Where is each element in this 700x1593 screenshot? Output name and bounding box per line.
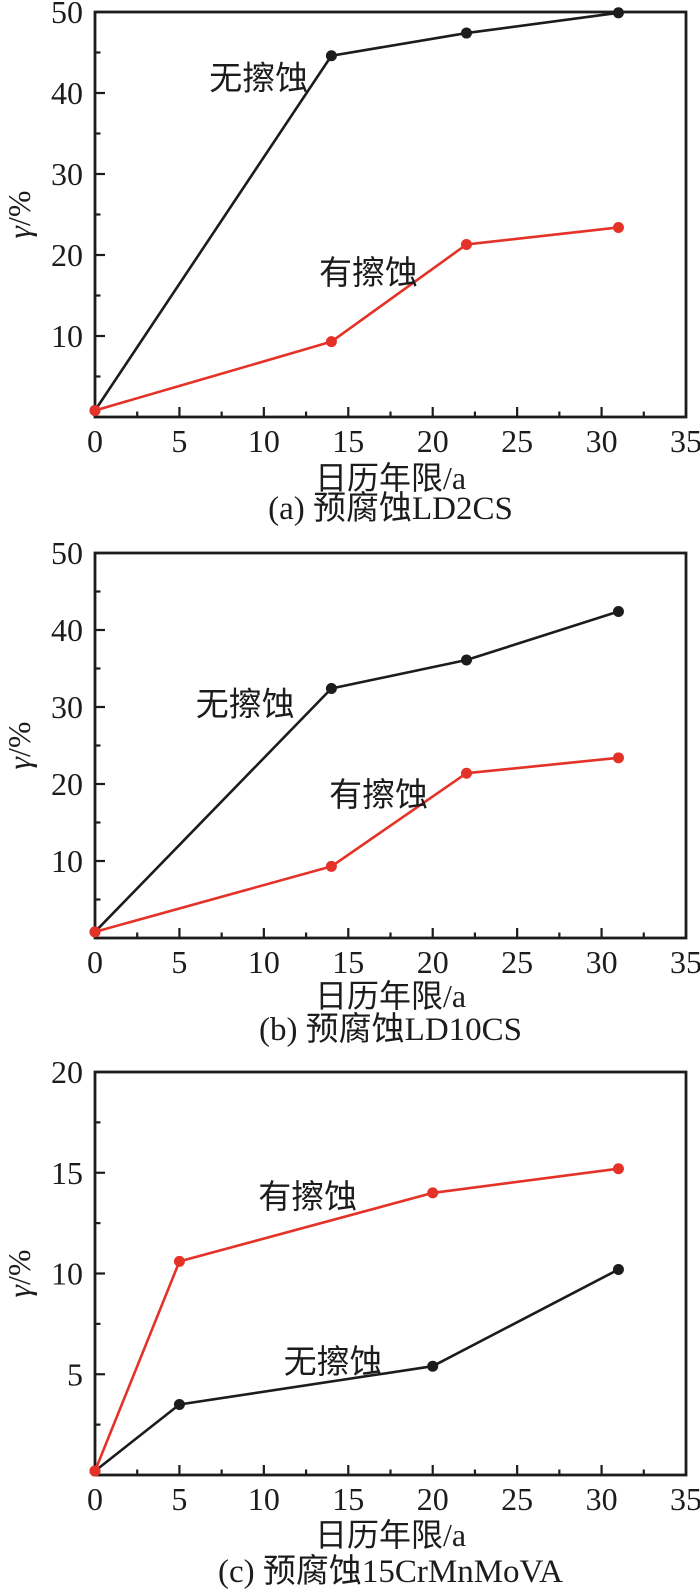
- y-tick-label: 20: [51, 1054, 83, 1090]
- y-tick-label: 50: [51, 535, 83, 571]
- series-no-erosion-line: [93, 11, 620, 412]
- x-tick-label: 35: [670, 1481, 700, 1517]
- plot-frame: [93, 10, 688, 419]
- plot-frame: [93, 1070, 688, 1477]
- x-tick-label: 5: [171, 944, 187, 980]
- series-no-erosion-point: [325, 50, 337, 62]
- series-label: 无擦蚀: [284, 1344, 383, 1381]
- series-label: 有擦蚀: [258, 1179, 357, 1216]
- series-erosion-point: [460, 767, 472, 779]
- x-tick-label: 5: [171, 1481, 187, 1517]
- x-tick-label: 0: [87, 423, 103, 459]
- x-tick-label: 10: [248, 1481, 280, 1517]
- series-erosion-line: [93, 226, 620, 412]
- chart-a-section: 0 5 10 15 20 25 30 35 10 20 30 40 50 γ/% 日历年限/a 无擦蚀有擦蚀 (…: [0, 0, 700, 530]
- y-tick-label: 10: [51, 843, 83, 879]
- y-tick-label: 20: [51, 766, 83, 802]
- series-no-erosion-point: [612, 1263, 624, 1275]
- x-axis-title: 日历年限/a: [315, 1517, 466, 1553]
- x-tick-label: 0: [87, 944, 103, 980]
- y-tick-label: 5: [67, 1356, 83, 1392]
- y-axis-title: γ/%: [1, 721, 37, 769]
- y-tick-label: 50: [51, 0, 83, 30]
- y-tick-label: 30: [51, 689, 83, 725]
- y-tick-label: 15: [51, 1155, 83, 1191]
- chart-caption: (b) 预腐蚀LD10CS: [259, 1011, 522, 1048]
- series-no-erosion-line: [93, 1268, 620, 1473]
- x-tick-label: 5: [171, 423, 187, 459]
- series-erosion-point: [89, 1465, 101, 1477]
- y-tick-label: 40: [51, 612, 83, 648]
- x-axis-title: 日历年限/a: [315, 460, 466, 496]
- x-axis-title: 日历年限/a: [315, 978, 466, 1014]
- x-tick-label: 25: [501, 944, 533, 980]
- x-tick-label: 10: [248, 423, 280, 459]
- series-erosion-point: [173, 1255, 185, 1267]
- x-tick-label: 15: [332, 423, 364, 459]
- x-tick-label: 0: [87, 1481, 103, 1517]
- x-tick-label: 20: [417, 423, 449, 459]
- chart-c-section: 0 5 10 15 20 25 30 35 5 10 15 20 γ/% 日历年限/a 有擦蚀无擦蚀 (c) …: [0, 1048, 700, 1593]
- series-erosion-point: [325, 860, 337, 872]
- series-erosion-point: [325, 336, 337, 348]
- series-no-erosion-point: [460, 654, 472, 666]
- x-tick-label: 30: [586, 944, 618, 980]
- series-no-erosion-point: [612, 606, 624, 618]
- y-tick-label: 10: [51, 318, 83, 354]
- series-no-erosion-point: [173, 1398, 185, 1410]
- series-no-erosion-point: [325, 683, 337, 695]
- chart-caption: (a) 预腐蚀LD2CS: [268, 490, 513, 527]
- series-erosion-line: [93, 1167, 620, 1473]
- y-tick-label: 10: [51, 1256, 83, 1292]
- series-no-erosion-point: [612, 7, 624, 19]
- x-tick-label: 15: [332, 944, 364, 980]
- y-tick-label: 30: [51, 156, 83, 192]
- series-erosion-point: [460, 238, 472, 250]
- y-tick-label: 40: [51, 75, 83, 111]
- series-label: 有擦蚀: [329, 777, 428, 814]
- series-erosion-point: [427, 1187, 439, 1199]
- series-no-erosion-point: [427, 1360, 439, 1372]
- x-tick-label: 35: [670, 944, 700, 980]
- chart-caption: (c) 预腐蚀15CrMnMoVA: [218, 1553, 563, 1590]
- chart-b-section: 0 5 10 15 20 25 30 35 10 20 30 40 50 γ/% 日历年限/a 无擦蚀有擦蚀 (…: [0, 530, 700, 1048]
- x-tick-label: 30: [586, 423, 618, 459]
- series-no-erosion-point: [460, 27, 472, 39]
- y-axis-title: γ/%: [1, 190, 37, 238]
- x-tick-label: 30: [586, 1481, 618, 1517]
- x-tick-label: 35: [670, 423, 700, 459]
- series-erosion-point: [612, 1163, 624, 1175]
- series-label: 无擦蚀: [196, 687, 295, 724]
- series-erosion-point: [612, 221, 624, 233]
- series-erosion-point: [612, 752, 624, 764]
- series-no-erosion-line: [93, 610, 620, 934]
- plot-frame: [93, 551, 688, 940]
- x-tick-label: 25: [501, 423, 533, 459]
- series-erosion-point: [89, 405, 101, 417]
- series-erosion-line: [93, 756, 620, 934]
- series-label: 有擦蚀: [319, 255, 418, 292]
- x-tick-label: 25: [501, 1481, 533, 1517]
- x-tick-label: 20: [417, 1481, 449, 1517]
- x-tick-label: 20: [417, 944, 449, 980]
- series-label: 无擦蚀: [209, 60, 308, 97]
- x-tick-label: 15: [332, 1481, 364, 1517]
- y-axis-title: γ/%: [1, 1249, 37, 1297]
- x-tick-label: 10: [248, 944, 280, 980]
- series-erosion-point: [89, 926, 101, 938]
- y-tick-label: 20: [51, 237, 83, 273]
